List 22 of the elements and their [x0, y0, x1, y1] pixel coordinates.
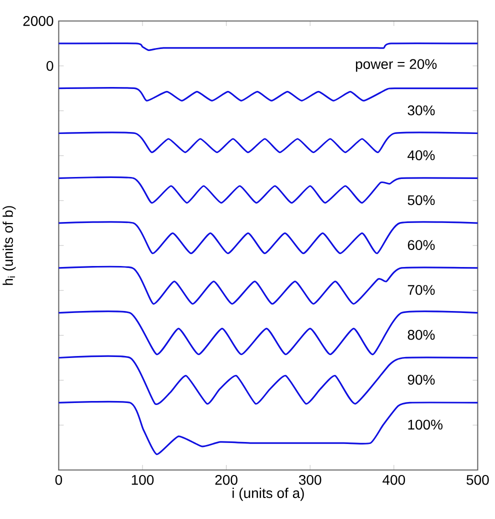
annotation: 70% [408, 285, 435, 295]
x-tick-label: 200 [215, 474, 238, 485]
line-series [58, 400, 478, 456]
x-axis-title: i (units of a) [232, 488, 304, 501]
annotation: power = 20% [356, 59, 437, 72]
annotation: 30% [408, 105, 435, 116]
y-tick-label: 2000 [23, 16, 54, 26]
x-tick-label: 400 [382, 474, 406, 485]
y-axis-title: h$_{i}$ (units of b) [2, 206, 16, 285]
annotation: 60% [408, 240, 435, 250]
x-tick-label: 0 [55, 474, 62, 485]
annotation: 90% [408, 374, 435, 385]
line-series [58, 176, 478, 204]
annotation: 100% [408, 420, 443, 430]
annotation: 50% [408, 195, 435, 206]
x-tick-label: 300 [298, 474, 322, 485]
line-series [58, 87, 478, 102]
x-tick-label: 100 [132, 474, 154, 485]
x-tick-label: 500 [466, 474, 489, 485]
annotation: 40% [408, 150, 435, 160]
annotation: 80% [408, 330, 435, 340]
line-series [58, 42, 478, 51]
